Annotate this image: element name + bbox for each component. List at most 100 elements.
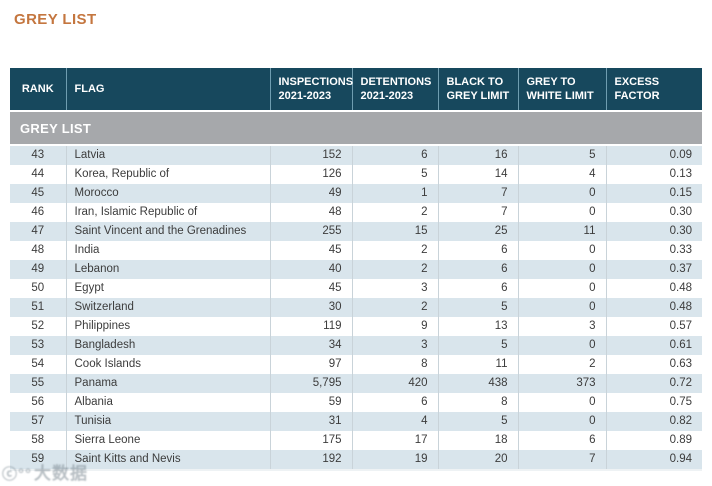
cell-excess_factor: 0.94: [605, 450, 702, 471]
cell-detentions: 15: [351, 222, 438, 241]
cell-inspections: 49: [269, 184, 352, 203]
cell-flag: Saint Kitts and Nevis: [65, 450, 270, 471]
cell-excess_factor: 0.48: [605, 279, 702, 298]
cell-excess_factor: 0.89: [605, 431, 702, 450]
cell-rank: 44: [10, 165, 66, 184]
cell-flag: Switzerland: [65, 298, 270, 317]
cell-rank: 45: [10, 184, 66, 203]
cell-grey_to_white: 3: [517, 317, 606, 336]
cell-flag: Albania: [65, 393, 270, 412]
cell-rank: 48: [10, 241, 66, 260]
cell-rank: 43: [10, 145, 66, 165]
cell-black_to_grey: 7: [437, 184, 518, 203]
cell-flag: Morocco: [65, 184, 270, 203]
cell-grey_to_white: 0: [517, 241, 606, 260]
cell-excess_factor: 0.37: [605, 260, 702, 279]
table-row: 54 Cook Islands 97 8 11 2 0.63: [10, 355, 702, 374]
cell-detentions: 2: [351, 241, 438, 260]
table-row: 51 Switzerland 30 2 5 0 0.48: [10, 298, 702, 317]
cell-grey_to_white: 0: [517, 298, 606, 317]
cell-inspections: 48: [269, 203, 352, 222]
cell-black_to_grey: 5: [437, 298, 518, 317]
cell-inspections: 97: [269, 355, 352, 374]
cell-detentions: 2: [351, 203, 438, 222]
cell-black_to_grey: 438: [437, 374, 518, 393]
cell-flag: Cook Islands: [65, 355, 270, 374]
grey-list-table: RANK FLAG INSPECTIONS 2021-2023 DETENTIONS …: [10, 68, 702, 471]
cell-rank: 53: [10, 336, 66, 355]
cell-grey_to_white: 2: [517, 355, 606, 374]
cell-flag: Korea, Republic of: [65, 165, 270, 184]
column-header: BLACK TO GREY LIMIT: [437, 68, 518, 112]
cell-inspections: 5,795: [269, 374, 352, 393]
cell-excess_factor: 0.30: [605, 222, 702, 241]
table-row: 44 Korea, Republic of 126 5 14 4 0.13: [10, 165, 702, 184]
cell-flag: Sierra Leone: [65, 431, 270, 450]
cell-detentions: 19: [351, 450, 438, 471]
cell-flag: Latvia: [65, 145, 270, 165]
cell-excess_factor: 0.15: [605, 184, 702, 203]
cell-detentions: 4: [351, 412, 438, 431]
header-row: RANK FLAG INSPECTIONS 2021-2023 DETENTIONS …: [10, 68, 702, 112]
cell-excess_factor: 0.48: [605, 298, 702, 317]
column-header: EXCESS FACTOR: [605, 68, 702, 112]
cell-rank: 58: [10, 431, 66, 450]
cell-detentions: 3: [351, 279, 438, 298]
cell-black_to_grey: 5: [437, 412, 518, 431]
cell-grey_to_white: 0: [517, 203, 606, 222]
cell-rank: 49: [10, 260, 66, 279]
cell-grey_to_white: 0: [517, 393, 606, 412]
cell-flag: India: [65, 241, 270, 260]
cell-inspections: 255: [269, 222, 352, 241]
cell-rank: 57: [10, 412, 66, 431]
cell-rank: 50: [10, 279, 66, 298]
cell-inspections: 30: [269, 298, 352, 317]
cell-flag: Panama: [65, 374, 270, 393]
cell-inspections: 175: [269, 431, 352, 450]
cell-inspections: 192: [269, 450, 352, 471]
cell-detentions: 5: [351, 165, 438, 184]
cell-flag: Saint Vincent and the Grenadines: [65, 222, 270, 241]
cell-flag: Tunisia: [65, 412, 270, 431]
cell-rank: 54: [10, 355, 66, 374]
table-row: 53 Bangladesh 34 3 5 0 0.61: [10, 336, 702, 355]
cell-excess_factor: 0.09: [605, 145, 702, 165]
cell-detentions: 17: [351, 431, 438, 450]
cell-grey_to_white: 5: [517, 145, 606, 165]
cell-black_to_grey: 16: [437, 145, 518, 165]
cell-black_to_grey: 14: [437, 165, 518, 184]
cell-detentions: 8: [351, 355, 438, 374]
table-row: 48 India 45 2 6 0 0.33: [10, 241, 702, 260]
cell-excess_factor: 0.33: [605, 241, 702, 260]
table-row: 50 Egypt 45 3 6 0 0.48: [10, 279, 702, 298]
cell-black_to_grey: 7: [437, 203, 518, 222]
cell-inspections: 31: [269, 412, 352, 431]
cell-flag: Lebanon: [65, 260, 270, 279]
column-header: RANK: [10, 68, 66, 112]
cell-flag: Philippines: [65, 317, 270, 336]
table-row: 58 Sierra Leone 175 17 18 6 0.89: [10, 431, 702, 450]
cell-black_to_grey: 11: [437, 355, 518, 374]
cell-black_to_grey: 25: [437, 222, 518, 241]
cell-inspections: 119: [269, 317, 352, 336]
cell-inspections: 40: [269, 260, 352, 279]
cell-inspections: 34: [269, 336, 352, 355]
table-row: 49 Lebanon 40 2 6 0 0.37: [10, 260, 702, 279]
cell-rank: 51: [10, 298, 66, 317]
table-row: 56 Albania 59 6 8 0 0.75: [10, 393, 702, 412]
table-row: 43 Latvia 152 6 16 5 0.09: [10, 145, 702, 165]
cell-flag: Egypt: [65, 279, 270, 298]
cell-excess_factor: 0.57: [605, 317, 702, 336]
cell-excess_factor: 0.72: [605, 374, 702, 393]
cell-detentions: 2: [351, 298, 438, 317]
cell-grey_to_white: 0: [517, 279, 606, 298]
cell-grey_to_white: 0: [517, 336, 606, 355]
cell-grey_to_white: 0: [517, 412, 606, 431]
cell-grey_to_white: 373: [517, 374, 606, 393]
cell-grey_to_white: 7: [517, 450, 606, 471]
cell-grey_to_white: 0: [517, 184, 606, 203]
section-header: GREY LIST: [10, 111, 702, 146]
table-row: 57 Tunisia 31 4 5 0 0.82: [10, 412, 702, 431]
cell-rank: 59: [10, 450, 66, 471]
table-row: 59 Saint Kitts and Nevis 192 19 20 7 0.94: [10, 450, 702, 471]
